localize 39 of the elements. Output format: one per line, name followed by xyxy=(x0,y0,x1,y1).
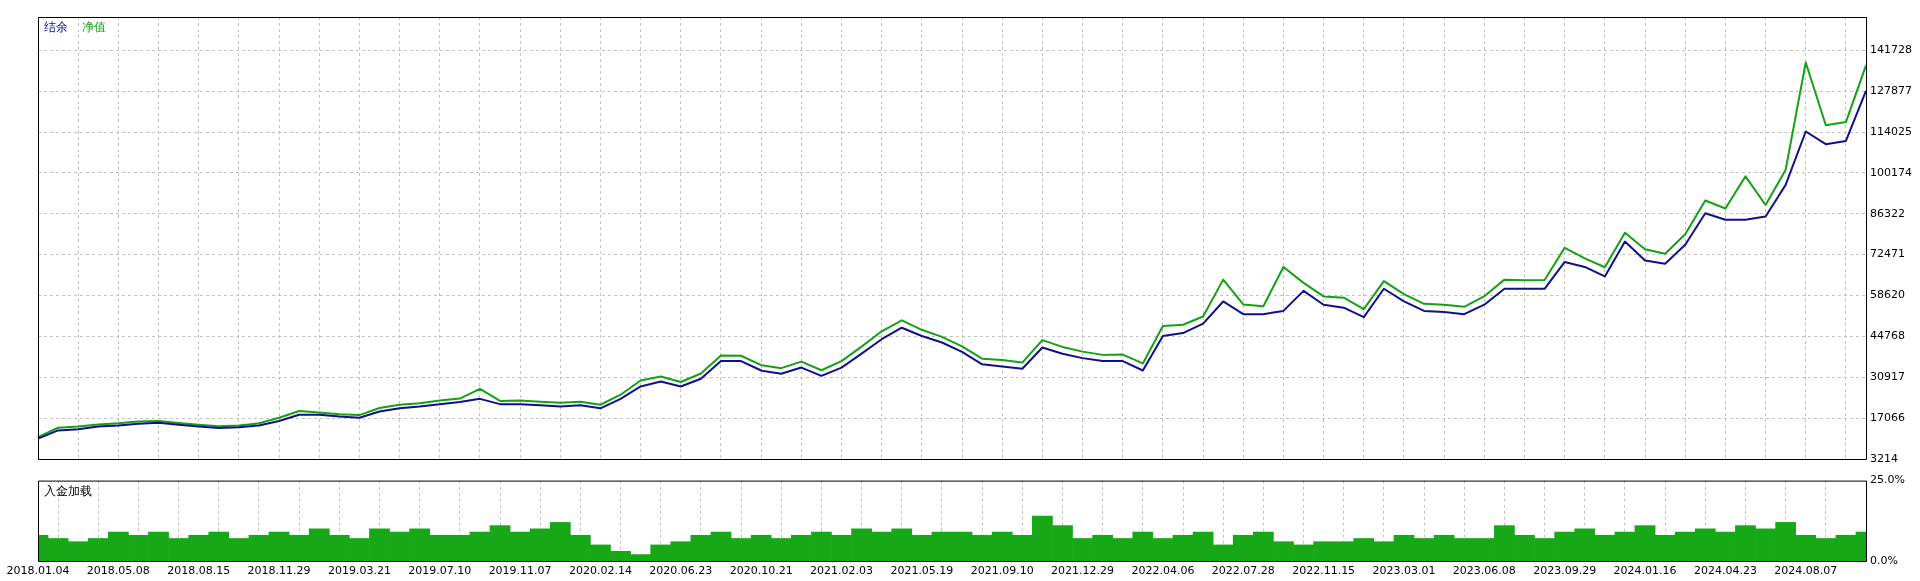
x-tick-label: 2024.01.16 xyxy=(1613,564,1677,578)
x-tick-label: 2019.07.10 xyxy=(408,564,472,578)
y-tick-label: 17066 xyxy=(1870,410,1905,424)
y-tick-label: 127877 xyxy=(1870,83,1912,97)
x-tick-label: 2019.11.07 xyxy=(488,564,552,578)
x-tick-label: 2024.04.23 xyxy=(1693,564,1757,578)
y-tick-label: 0.0% xyxy=(1870,553,1898,567)
x-tick-label: 2019.03.21 xyxy=(327,564,391,578)
x-tick-label: 2022.04.06 xyxy=(1131,564,1195,578)
y-tick-label: 3214 xyxy=(1870,451,1898,465)
y-tick-label: 44768 xyxy=(1870,329,1905,343)
x-tick-label: 2018.05.08 xyxy=(86,564,150,578)
x-tick-label: 2021.12.29 xyxy=(1051,564,1115,578)
x-tick-label: 2021.05.19 xyxy=(890,564,954,578)
x-tick-label: 2023.09.29 xyxy=(1533,564,1597,578)
x-tick-label: 2020.06.23 xyxy=(649,564,713,578)
y-tick-label: 141728 xyxy=(1870,43,1912,57)
x-tick-label: 2022.07.28 xyxy=(1211,564,1275,578)
x-tick-label: 2021.09.10 xyxy=(970,564,1034,578)
y-tick-label: 114025 xyxy=(1870,124,1912,138)
x-tick-label: 2024.08.07 xyxy=(1774,564,1838,578)
x-tick-label: 2022.11.15 xyxy=(1292,564,1356,578)
text: 净值 xyxy=(82,20,106,35)
x-tick-label: 2020.02.14 xyxy=(568,564,632,578)
x-tick-label: 2018.11.29 xyxy=(247,564,311,578)
y-tick-label: 58620 xyxy=(1870,288,1905,302)
y-tick-label: 72471 xyxy=(1870,247,1905,261)
y-tick-label: 86322 xyxy=(1870,206,1905,220)
x-tick-label: 2018.08.15 xyxy=(167,564,231,578)
x-tick-label: 2023.03.01 xyxy=(1372,564,1436,578)
chart-title: 入金加载 xyxy=(44,483,92,498)
y-tick-label: 30917 xyxy=(1870,370,1905,384)
x-tick-label: 2023.06.08 xyxy=(1452,564,1516,578)
x-tick-label: 2021.02.03 xyxy=(810,564,874,578)
x-tick-label: 2018.01.04 xyxy=(6,564,70,578)
y-tick-label: 100174 xyxy=(1870,165,1912,179)
y-tick-label: 25.0% xyxy=(1870,473,1905,487)
text: 结余 xyxy=(44,20,68,35)
x-tick-label: 2020.10.21 xyxy=(729,564,793,578)
